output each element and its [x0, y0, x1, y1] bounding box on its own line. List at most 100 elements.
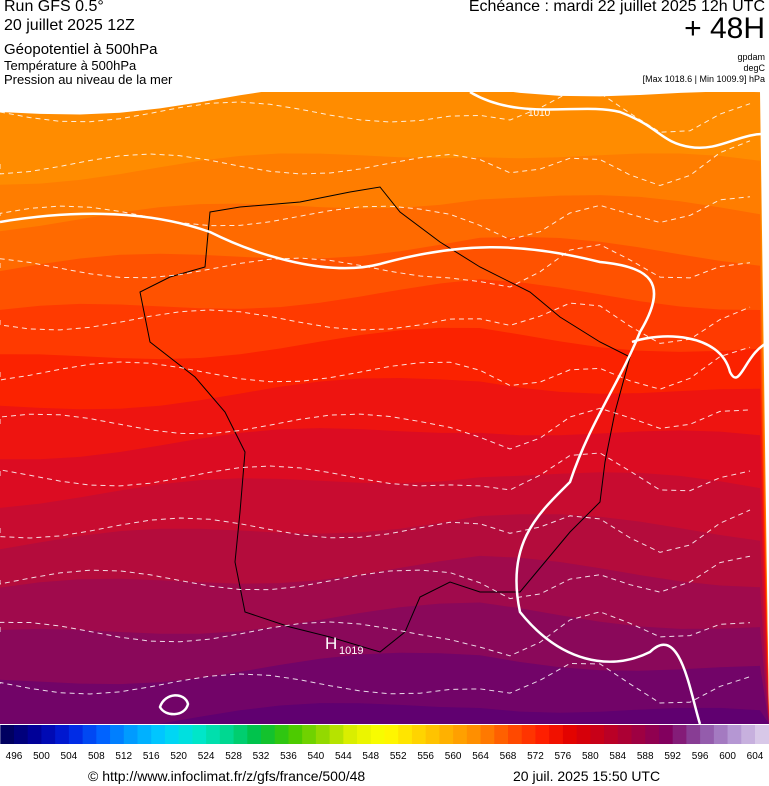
colorbar-swatch: [110, 725, 125, 744]
colorbar-swatch: [590, 725, 605, 744]
colorbar-swatch: [384, 725, 399, 744]
colorbar-label: 536: [280, 751, 297, 762]
colorbar-swatch: [631, 725, 646, 744]
temperature-contour: [0, 452, 751, 492]
colorbar-swatch: [645, 725, 660, 744]
colorbar-label: 576: [555, 751, 572, 762]
colorbar-swatch: [549, 725, 564, 744]
footer-timestamp: 20 juil. 2025 15:50 UTC: [513, 768, 661, 784]
colorbar-swatch: [288, 725, 303, 744]
colorbar-swatch: [41, 725, 56, 744]
temperature-contour: [0, 346, 751, 390]
temperature-contour: [0, 196, 751, 241]
high-value: 1019: [339, 645, 363, 657]
colorbar-swatch: [700, 725, 715, 744]
colorbar-swatch: [192, 725, 207, 744]
colorbar-swatch: [494, 725, 509, 744]
colorbar-label: 560: [445, 751, 462, 762]
colorbar-swatch: [247, 725, 262, 744]
colorbar-label: 508: [88, 751, 105, 762]
echeance: Echéance : mardi 22 juillet 2025 12h UTC: [468, 0, 765, 15]
colorbar-swatch: [439, 725, 454, 744]
colorbar-swatch: [96, 725, 111, 744]
colorbar-label: 588: [637, 751, 654, 762]
colorbar-label: 528: [225, 751, 242, 762]
colorbar-label: 496: [6, 751, 23, 762]
field-label: Température à 500hPa: [4, 58, 137, 73]
colorbar-swatch: [755, 725, 769, 744]
colorbar-swatch: [453, 725, 468, 744]
colorbar-swatch: [343, 725, 358, 744]
colorbar-swatch: [480, 725, 495, 744]
temperature-contour: [0, 140, 751, 187]
colorbar-label: 516: [143, 751, 160, 762]
colorbar-label: 564: [472, 751, 489, 762]
colorbar-swatch: [466, 725, 482, 744]
colorbar-swatch: [137, 725, 152, 744]
footer-url: © http://www.infoclimat.fr/z/gfs/france/…: [88, 768, 366, 784]
isobar: [158, 694, 190, 716]
colorbar-swatch: [411, 725, 427, 744]
run-title: Run GFS 0.5°: [4, 0, 104, 15]
colorbar-label: 580: [582, 751, 599, 762]
colorbar-swatch: [658, 725, 674, 744]
colorbar-swatch: [604, 725, 619, 744]
colorbar-label: 520: [170, 751, 187, 762]
colorbar-swatch: [27, 725, 42, 744]
colorbar-label: 540: [308, 751, 325, 762]
colorbar-swatch: [123, 725, 138, 744]
colorbar-swatch: [329, 725, 344, 744]
colorbar-label: 592: [664, 751, 681, 762]
colorbar-swatch: [521, 725, 536, 744]
run-date: 20 juillet 2025 12Z: [4, 17, 135, 34]
colorbar-swatch: [727, 725, 742, 744]
colorbar-swatch: [164, 725, 180, 744]
unit: gpdam: [737, 52, 765, 62]
colorbar-label: 552: [390, 751, 407, 762]
colorbar-label: 548: [362, 751, 379, 762]
colorbar-swatch: [302, 725, 317, 744]
map: 1010 H 1019: [0, 92, 769, 724]
colorbar-label: 604: [747, 751, 764, 762]
colorbar-swatch: [206, 725, 221, 744]
temperature-band: [0, 652, 769, 724]
colorbar-swatch: [68, 725, 84, 744]
isobar-label: 1010: [528, 108, 551, 119]
colorbar-swatch: [741, 725, 756, 744]
colorbar-swatch: [562, 725, 578, 744]
colorbar-swatch: [151, 725, 166, 744]
colorbar-swatch: [370, 725, 385, 744]
colorbar-swatch: [398, 725, 413, 744]
isobar: [0, 212, 702, 724]
colorbar-swatch: [686, 725, 701, 744]
colorbar-swatch: [55, 725, 70, 744]
colorbar-swatch: [425, 725, 440, 744]
temperature-contour: [0, 662, 751, 704]
colorbar-swatch: [219, 725, 235, 744]
temperature-contour: [0, 92, 751, 133]
temperature-contour: [0, 611, 751, 657]
unit: degC: [743, 63, 765, 73]
colorbar-label: 596: [692, 751, 709, 762]
isobar: [631, 335, 769, 379]
temperature-band: [0, 703, 769, 724]
colorbar-label: 512: [115, 751, 132, 762]
colorbar-swatch: [713, 725, 729, 744]
france-outline: [139, 186, 631, 653]
colorbar-swatch: [261, 725, 276, 744]
colorbar-swatch: [357, 725, 372, 744]
colorbar-swatch: [14, 725, 29, 744]
colorbar-swatch: [0, 725, 15, 744]
colorbar-swatch: [315, 725, 331, 744]
field-label: Géopotentiel à 500hPa: [4, 41, 158, 58]
colorbar-swatch: [233, 725, 248, 744]
colorbar-label: 568: [500, 751, 517, 762]
colorbar-swatch: [178, 725, 193, 744]
temperature-contour: [0, 509, 751, 553]
colorbar-swatch: [617, 725, 632, 744]
field-label: Pression au niveau de la mer: [4, 72, 173, 87]
lead-time: + 48H: [684, 12, 765, 45]
colorbar-swatch: [82, 725, 97, 744]
colorbar-swatch: [535, 725, 550, 744]
colorbar-swatch: [672, 725, 687, 744]
